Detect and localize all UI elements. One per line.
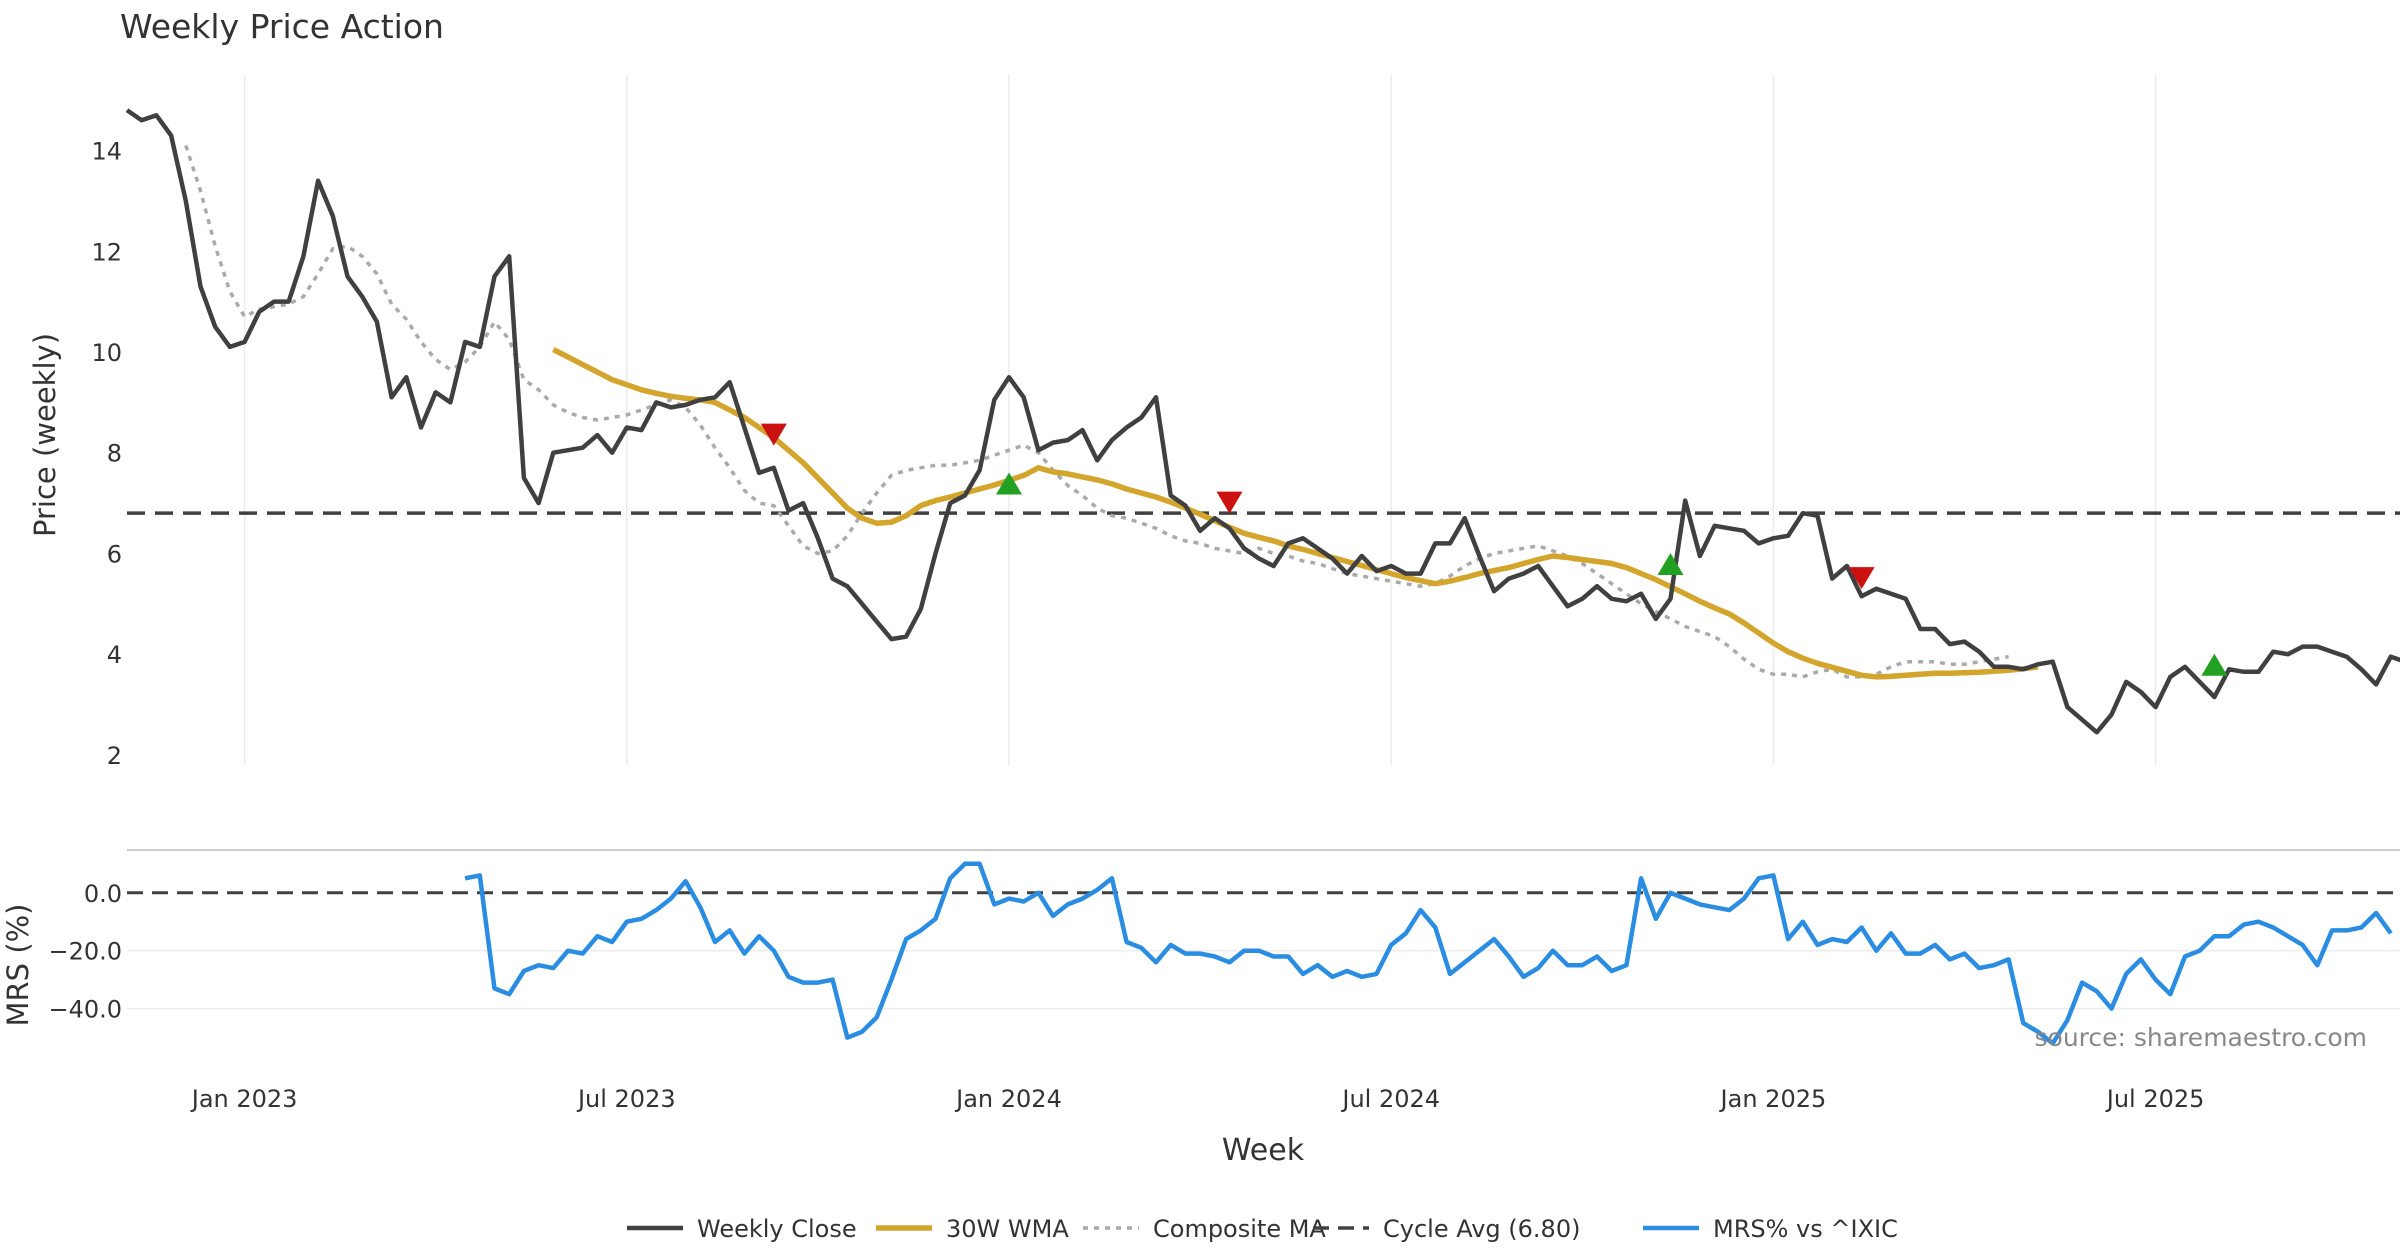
price-y-axis-label: Price (weekly) [28, 333, 62, 537]
x-tick-label: Jan 2023 [190, 1085, 298, 1113]
price-y-tick-label: 4 [107, 641, 122, 669]
source-annotation: source: sharemaestro.com [2035, 1023, 2368, 1052]
x-tick-label: Jul 2023 [576, 1085, 676, 1113]
mrs-y-tick-label: −20.0 [48, 938, 122, 966]
price-y-tick-label: 10 [91, 339, 122, 367]
sell-signal-marker [1216, 491, 1243, 514]
price-y-tick-label: 8 [107, 440, 122, 468]
price-y-tick-label: 12 [91, 238, 122, 266]
mrs-line [464, 861, 2393, 1046]
x-tick-label: Jan 2024 [954, 1085, 1062, 1113]
mrs-y-ticks: 0.0 −20.0 −40.0 [48, 880, 122, 1024]
x-axis-label: Week [1222, 1133, 1305, 1168]
legend-label: Cycle Avg (6.80) [1383, 1215, 1580, 1243]
legend: Weekly Close 30W WMA Composite MA Cycle Avg… [627, 1215, 1898, 1243]
price-grid [243, 75, 2157, 765]
legend-label: 30W WMA [946, 1215, 1069, 1243]
buy-signal-marker [1657, 553, 1684, 576]
chart-title: Weekly Price Action [120, 7, 444, 46]
x-axis-ticks: Jan 2023 Jul 2023 Jan 2024 Jul 2024 Jan 2025… [190, 1085, 2205, 1113]
x-tick-label: Jul 2025 [2105, 1085, 2205, 1113]
price-y-tick-label: 6 [107, 540, 122, 568]
legend-label: Weekly Close [697, 1215, 857, 1243]
x-tick-label: Jan 2025 [1719, 1085, 1827, 1113]
mrs-y-tick-label: 0.0 [84, 880, 122, 908]
price-y-ticks: 2 4 6 8 10 12 14 [91, 138, 122, 770]
buy-signal-marker [2201, 653, 2228, 676]
mrs-y-tick-label: −40.0 [48, 996, 122, 1024]
x-tick-label: Jul 2024 [1340, 1085, 1440, 1113]
legend-label: Composite MA [1153, 1215, 1326, 1243]
buy-signal-marker [996, 472, 1022, 495]
wma-30-line [552, 347, 2039, 680]
sell-signal-marker [1848, 567, 1875, 590]
price-y-tick-label: 2 [107, 742, 122, 770]
price-y-tick-label: 14 [91, 138, 122, 166]
weekly-close-line [125, 108, 2400, 735]
legend-label: MRS% vs ^IXIC [1713, 1215, 1898, 1243]
sell-signal-marker [760, 423, 787, 446]
signal-markers [760, 423, 2228, 676]
mrs-y-axis-label: MRS (%) [1, 904, 35, 1027]
